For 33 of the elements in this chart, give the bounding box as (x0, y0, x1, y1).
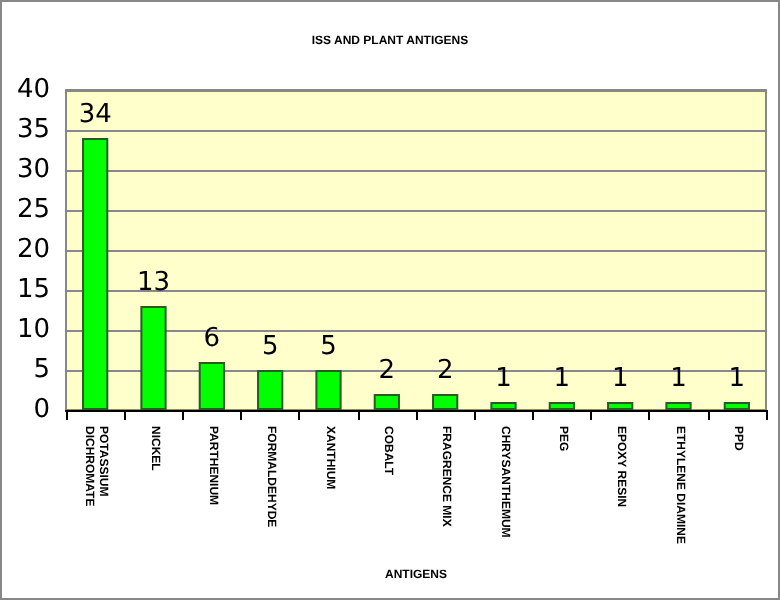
bar (140, 306, 167, 410)
y-tick-label: 30 (16, 155, 50, 185)
bar (82, 138, 109, 410)
y-tick-label: 5 (33, 355, 50, 385)
bar (607, 402, 634, 410)
bar (373, 394, 400, 410)
data-label: 2 (378, 356, 396, 386)
y-tick-label: 15 (16, 275, 50, 305)
data-label: 6 (203, 324, 221, 354)
data-label: 13 (136, 268, 171, 298)
bar (198, 362, 225, 410)
bar (257, 370, 284, 410)
bar (723, 402, 750, 410)
y-tick-label: 35 (16, 115, 50, 145)
data-label: 5 (320, 332, 337, 362)
bar (490, 402, 517, 410)
y-tick-label: 20 (16, 235, 50, 265)
y-tick-label: 40 (16, 75, 50, 105)
data-label: 2 (436, 356, 454, 386)
data-label: 1 (728, 364, 746, 394)
y-tick-label: 10 (16, 315, 50, 345)
y-tick-label: 25 (16, 195, 50, 225)
bar (315, 370, 342, 410)
data-label: 1 (553, 364, 571, 394)
data-label: 1 (495, 364, 512, 394)
bar (548, 402, 575, 410)
data-label: 1 (611, 364, 629, 394)
data-label: 5 (261, 332, 279, 362)
bar (665, 402, 692, 410)
bar (432, 394, 459, 410)
y-tick-label: 0 (33, 395, 50, 425)
data-label: 1 (670, 364, 687, 394)
data-label: 34 (78, 100, 112, 130)
